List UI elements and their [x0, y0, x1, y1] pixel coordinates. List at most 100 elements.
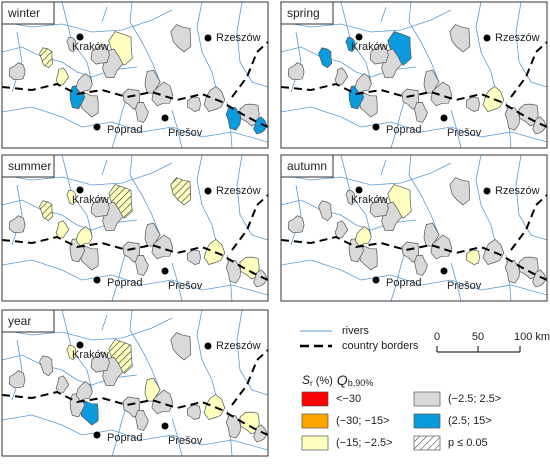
catchment [203, 393, 226, 421]
catchment [225, 414, 242, 439]
city-dot [355, 33, 363, 41]
panel-bg [2, 155, 268, 301]
river [111, 404, 128, 456]
scale-label: 100 km [514, 331, 550, 343]
legend-class: (−2.5; 2.5> [448, 393, 501, 405]
city-dot [440, 114, 448, 122]
catchment [135, 255, 149, 276]
catchment [449, 177, 471, 206]
river [380, 6, 387, 23]
catchment [369, 196, 389, 218]
panel-frame [280, 154, 548, 302]
river [2, 162, 173, 186]
catchment [203, 85, 226, 113]
legend-title-part: S [302, 373, 310, 387]
catchment [108, 184, 133, 219]
river [2, 106, 268, 143]
legend-swatch [301, 435, 329, 451]
catchment [532, 269, 547, 288]
city-dot [93, 431, 101, 439]
panel-bg [2, 2, 268, 148]
catchment [90, 43, 110, 65]
city-dot [161, 267, 169, 275]
catchment [225, 259, 242, 284]
panel-bg [281, 155, 547, 301]
catchment [225, 106, 242, 131]
river [450, 109, 462, 148]
catchment [151, 389, 174, 415]
city-label: Rzeszów [495, 32, 540, 44]
panel-content: Kraków Rzeszów Poprad Prešov [2, 2, 268, 148]
map-panel: Kraków Rzeszów Poprad Prešov summer [1, 154, 269, 302]
city-label: Kraków [351, 41, 388, 53]
catchment [253, 116, 268, 135]
city-label: Kraków [72, 41, 109, 53]
catchment [482, 238, 505, 266]
city-dot [161, 114, 169, 122]
panel-bg [281, 2, 547, 148]
city-label: Rzeszów [216, 185, 261, 197]
legend-class: (−15; −2.5> [336, 437, 393, 449]
legend-rivers: rivers [342, 325, 369, 337]
river [2, 259, 268, 296]
map-panel: Kraków Rzeszów Poprad Prešov spring [280, 1, 548, 149]
city-label: Poprad [386, 124, 421, 136]
river [236, 155, 268, 241]
city-dot [440, 267, 448, 275]
catchment [75, 381, 93, 402]
panel-label-box [280, 154, 334, 178]
catchment [187, 404, 201, 420]
catchment [66, 344, 77, 361]
river [129, 155, 161, 236]
legend-class: <−30 [336, 393, 361, 405]
river [236, 2, 268, 88]
catchment [466, 96, 480, 112]
legend-title: Sr (%) Qb,90% [302, 372, 373, 389]
legend-title-part: Q [337, 372, 348, 388]
catchment [345, 189, 356, 206]
catchment [369, 43, 389, 65]
catchment [8, 215, 26, 234]
river [281, 162, 452, 186]
city-dot [93, 276, 101, 284]
river [171, 262, 183, 301]
river [129, 310, 161, 391]
catchment [55, 220, 70, 239]
map-panel: Kraków Rzeszów Poprad Prešov winter [1, 1, 269, 149]
panel-label-box [1, 154, 55, 178]
river [11, 31, 23, 93]
river [408, 155, 440, 236]
legend-swatch [413, 435, 441, 451]
river [475, 155, 497, 246]
catchment [187, 249, 201, 265]
catchment [414, 102, 428, 123]
river [515, 2, 547, 88]
catchment [8, 370, 26, 389]
catchment [466, 249, 480, 265]
city-label: Poprad [107, 124, 142, 136]
city-dot [355, 186, 363, 194]
catchment [55, 375, 70, 394]
city-dot [76, 186, 84, 194]
catchment [39, 47, 54, 69]
city-dot [93, 123, 101, 131]
river [281, 106, 547, 143]
catchment [430, 81, 453, 107]
catchment [151, 234, 174, 260]
river [196, 155, 218, 246]
catchment [170, 24, 192, 53]
river [11, 184, 23, 246]
city-label: Rzeszów [216, 32, 261, 44]
legend-borders: country borders [342, 340, 419, 352]
legend-title-part: b,90% [348, 378, 374, 388]
city-dot [483, 187, 491, 195]
panel-label-box [1, 1, 55, 25]
catchment [287, 62, 305, 81]
catchment [66, 189, 77, 206]
city-dot [372, 276, 380, 284]
legend-title-part: (%) [316, 375, 333, 387]
catchment [318, 200, 333, 222]
catchment [39, 200, 54, 222]
river [390, 96, 407, 148]
